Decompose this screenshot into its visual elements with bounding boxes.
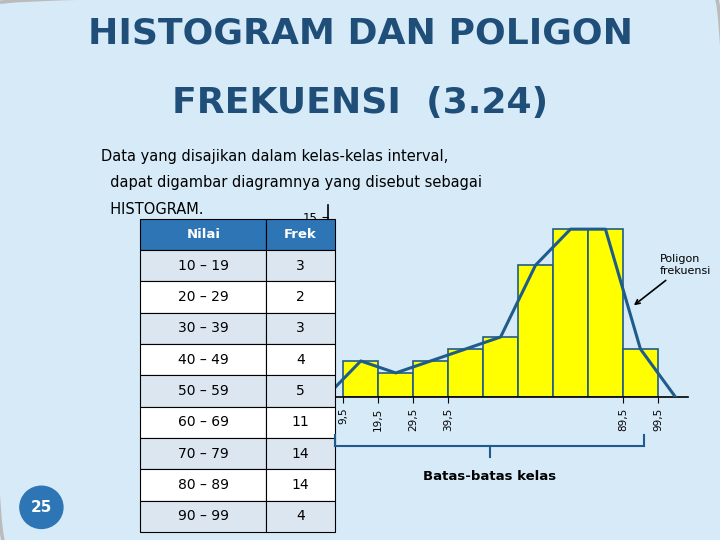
Text: FREKUENSI  (3.24): FREKUENSI (3.24): [172, 86, 548, 120]
Bar: [553, 229, 588, 397]
Bar: [378, 373, 413, 397]
Text: Frek: Frek: [284, 228, 317, 241]
Text: 60 – 69: 60 – 69: [178, 415, 229, 429]
Text: HISTOGRAM.: HISTOGRAM.: [101, 202, 203, 218]
Text: HISTOGRAM DAN POLIGON: HISTOGRAM DAN POLIGON: [88, 16, 632, 50]
Text: 40 – 49: 40 – 49: [178, 353, 229, 367]
Text: Batas-batas kelas: Batas-batas kelas: [423, 470, 556, 483]
Text: 14: 14: [292, 447, 310, 461]
Text: 90 – 99: 90 – 99: [178, 509, 229, 523]
Circle shape: [20, 486, 63, 529]
Text: Nilai: Nilai: [186, 228, 220, 241]
Text: 14: 14: [292, 478, 310, 492]
Bar: [483, 337, 518, 397]
Text: 10 – 19: 10 – 19: [178, 259, 229, 273]
Bar: [518, 265, 553, 397]
Text: 4: 4: [296, 353, 305, 367]
Bar: [343, 361, 378, 397]
Text: 2: 2: [296, 290, 305, 304]
Text: 50 – 59: 50 – 59: [178, 384, 229, 398]
Text: 70 – 79: 70 – 79: [178, 447, 229, 461]
Bar: [413, 361, 448, 397]
Bar: [588, 229, 623, 397]
Text: 5: 5: [296, 384, 305, 398]
Text: 4: 4: [296, 509, 305, 523]
Text: 25: 25: [31, 500, 52, 515]
Text: Poligon
frekuensi: Poligon frekuensi: [635, 254, 711, 304]
Text: Data yang disajikan dalam kelas-kelas interval,: Data yang disajikan dalam kelas-kelas in…: [101, 148, 448, 164]
Text: dapat digambar diagramnya yang disebut sebagai: dapat digambar diagramnya yang disebut s…: [101, 176, 482, 191]
Text: 30 – 39: 30 – 39: [178, 321, 229, 335]
Text: 20 – 29: 20 – 29: [178, 290, 229, 304]
Text: 3: 3: [296, 259, 305, 273]
Bar: [623, 349, 658, 397]
Text: 3: 3: [296, 321, 305, 335]
Text: 80 – 89: 80 – 89: [178, 478, 229, 492]
Bar: [448, 349, 483, 397]
Text: 11: 11: [292, 415, 310, 429]
